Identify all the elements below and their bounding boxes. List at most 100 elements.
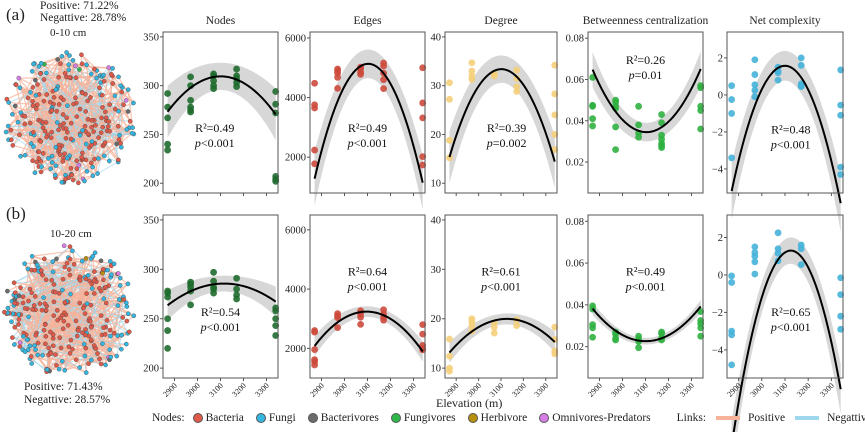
network-node xyxy=(76,180,81,186)
y-tick-label: 200 xyxy=(143,364,159,375)
network-node xyxy=(79,61,85,67)
panel-a-label: (a) xyxy=(6,5,25,24)
network-node xyxy=(66,67,72,73)
negative-link xyxy=(12,337,80,368)
chart-title: Betweenness centralization xyxy=(583,15,709,27)
network-node xyxy=(98,130,104,135)
y-tick-label: 0.02 xyxy=(566,342,584,353)
network-node xyxy=(16,317,22,322)
negative-link xyxy=(67,129,128,159)
fit-curve xyxy=(730,64,842,204)
network-node xyxy=(78,278,83,283)
network-node xyxy=(98,288,104,294)
network-node xyxy=(48,351,54,356)
bacterivores-dot-icon xyxy=(307,413,318,423)
network-node xyxy=(62,368,68,373)
network-node xyxy=(73,357,79,363)
x-tick-label: 3300 xyxy=(533,381,551,399)
x-axis-label: Elevation (m) xyxy=(436,396,503,410)
network-node xyxy=(105,267,110,273)
network-node xyxy=(65,130,70,135)
network-node xyxy=(76,162,82,168)
data-point xyxy=(797,261,805,269)
network-node xyxy=(116,74,121,80)
network-node xyxy=(127,329,132,335)
network-node xyxy=(62,300,68,305)
network-node xyxy=(91,278,97,284)
data-point xyxy=(797,61,805,69)
network-node xyxy=(127,118,133,124)
data-point xyxy=(468,322,476,330)
data-point xyxy=(334,67,341,75)
network-node xyxy=(67,256,73,262)
network-node xyxy=(29,69,35,74)
data-point xyxy=(334,73,341,81)
network-node xyxy=(29,361,34,366)
network-node xyxy=(22,349,28,354)
network-node xyxy=(60,112,66,117)
fit-curve xyxy=(448,317,556,354)
network-node xyxy=(62,264,68,270)
data-point xyxy=(837,163,845,171)
network-node xyxy=(81,305,86,311)
positive-link xyxy=(81,54,134,104)
y-tick-label: 350 xyxy=(143,215,159,226)
network-node xyxy=(41,295,46,300)
data-point xyxy=(210,77,218,85)
network-node xyxy=(101,153,107,159)
network-node xyxy=(108,71,114,77)
positive-link xyxy=(60,347,102,365)
data-point xyxy=(210,85,218,92)
network-node xyxy=(71,101,76,107)
data-point xyxy=(589,122,596,130)
y-tick-label: 40 xyxy=(431,215,442,226)
p-value-label: p<0.001 xyxy=(347,136,388,150)
network-node xyxy=(49,160,55,165)
network-node xyxy=(67,75,72,80)
network-node xyxy=(42,256,47,262)
data-point xyxy=(446,79,453,87)
network-node xyxy=(106,65,111,70)
p-value-label: p=0.01 xyxy=(628,68,663,82)
data-point xyxy=(837,274,845,282)
data-point xyxy=(272,100,280,108)
network-node xyxy=(121,297,127,302)
positive-link xyxy=(12,144,53,157)
data-point xyxy=(233,65,241,73)
network-node xyxy=(32,343,37,348)
data-point xyxy=(551,90,559,98)
network-node xyxy=(84,62,89,68)
network-node xyxy=(82,311,88,316)
network-node xyxy=(74,114,80,119)
confidence-band xyxy=(314,306,423,362)
data-point xyxy=(164,146,172,154)
r-squared-label: R²=0.64 xyxy=(348,264,387,278)
network-node xyxy=(84,291,89,296)
data-point xyxy=(164,293,172,301)
confidence-band xyxy=(731,237,841,432)
network-node xyxy=(73,95,78,101)
network-node xyxy=(35,352,40,358)
network-node xyxy=(116,137,122,142)
negative-link xyxy=(22,349,47,373)
chart-panel-a-2: Degree 10 20 30 40 R²=0.39p=0.002 xyxy=(431,15,559,196)
network-node xyxy=(73,75,79,80)
network-node xyxy=(48,135,54,140)
data-point xyxy=(164,140,172,148)
network-node xyxy=(129,130,135,136)
network-node xyxy=(113,106,118,112)
x-tick-label: 3000 xyxy=(331,381,349,399)
network-node xyxy=(87,318,93,324)
y-tick-label: 10 xyxy=(431,364,442,375)
network-node xyxy=(38,60,44,66)
p-value-label: p<0.001 xyxy=(194,136,235,150)
network-node xyxy=(124,318,130,324)
x-tick-label: 3000 xyxy=(609,381,627,399)
data-point xyxy=(751,270,759,278)
network-node xyxy=(36,64,42,69)
y-tick-label: 200 xyxy=(143,179,159,190)
network-node xyxy=(107,327,113,333)
data-point xyxy=(380,85,387,93)
network-node xyxy=(67,53,72,58)
